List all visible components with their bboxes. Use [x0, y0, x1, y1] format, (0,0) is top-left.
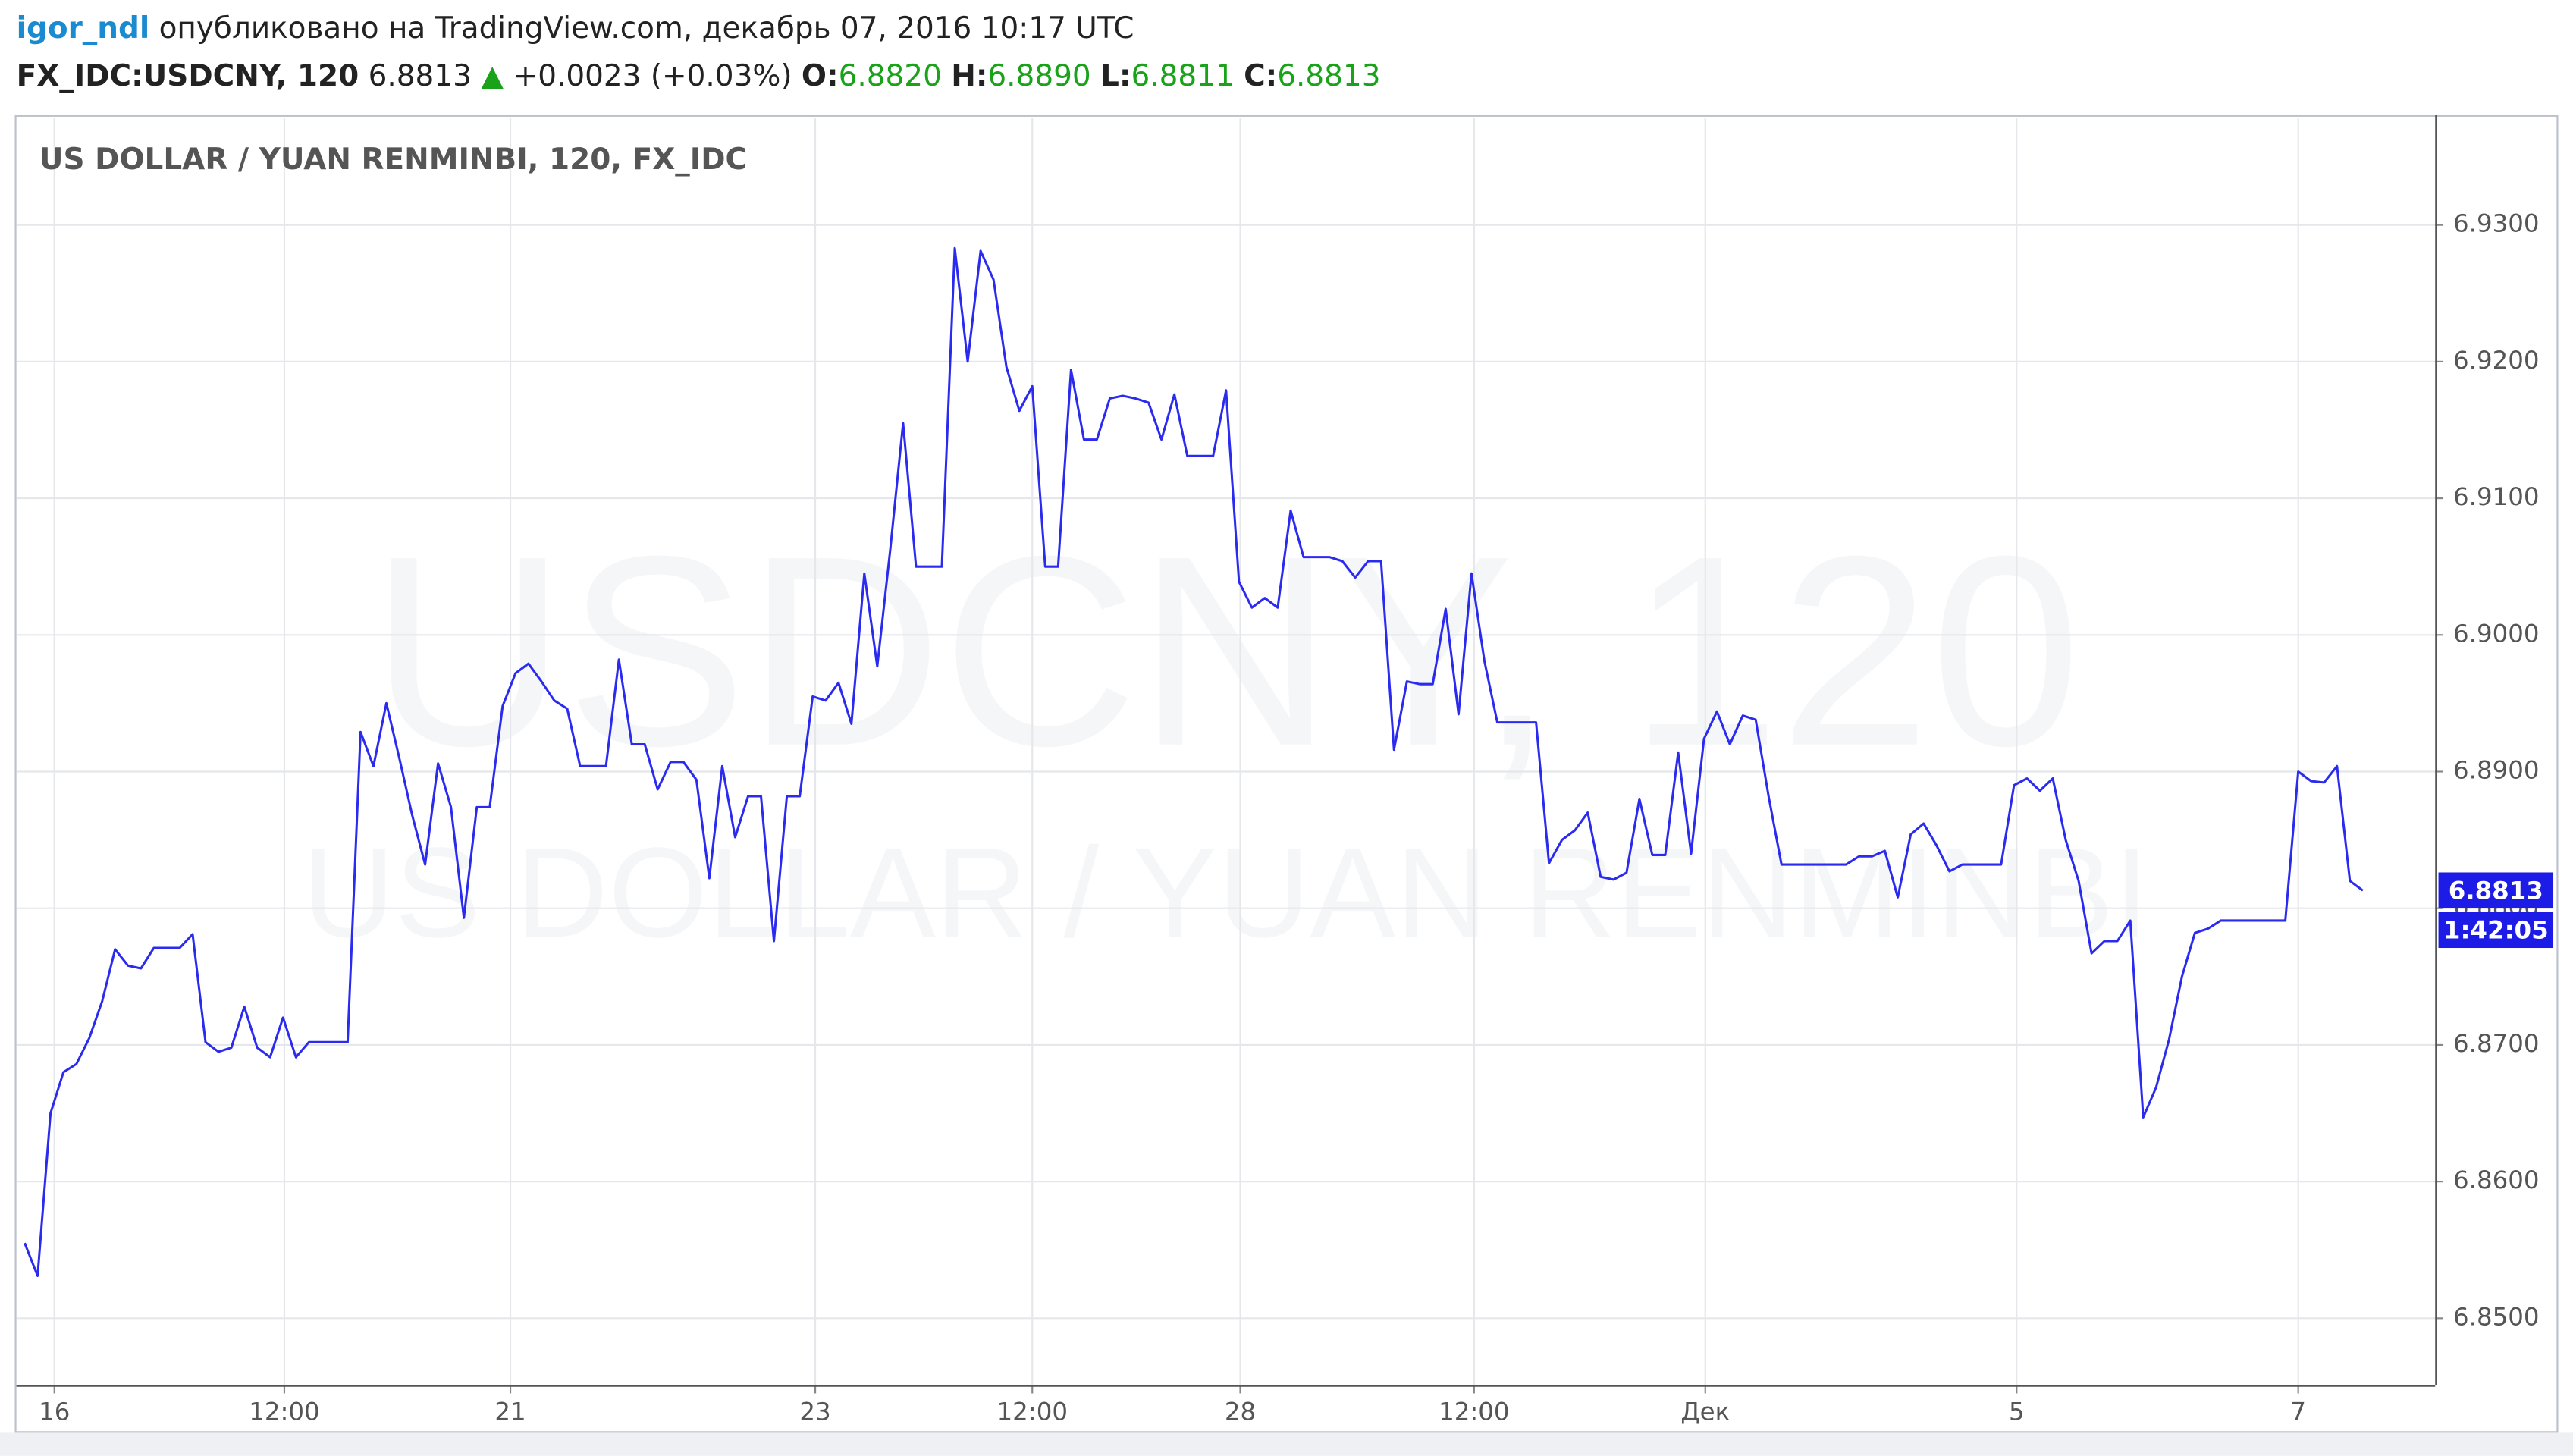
x-tick-label: 12:00	[1439, 1397, 1509, 1426]
change-arrow: ▲	[481, 59, 504, 93]
x-tick-label: 12:00	[249, 1397, 319, 1426]
x-tick-label: 5	[2009, 1397, 2025, 1426]
x-tick-label: 23	[799, 1397, 830, 1426]
countdown-box	[2438, 912, 2554, 949]
x-tick-label: 7	[2290, 1397, 2306, 1426]
low-label: L:	[1100, 59, 1131, 93]
last-price-label: 6.8813	[2449, 876, 2543, 905]
open-label: O:	[802, 59, 839, 93]
y-tick-label: 6.8900	[2453, 756, 2540, 785]
x-tick-label: 21	[494, 1397, 526, 1426]
price-line	[24, 246, 2364, 1277]
chart: USDCNY, 120 US DOLLAR / YUAN RENMINBI 6.85…	[16, 115, 2554, 1426]
watermark-subtitle: US DOLLAR / YUAN RENMINBI	[303, 821, 2149, 964]
high-label: H:	[951, 59, 987, 93]
published-info: опубликовано на TradingView.com, декабрь…	[159, 11, 1134, 46]
y-tick-label: 6.9200	[2453, 346, 2540, 375]
watermark: USDCNY, 120	[371, 500, 2082, 802]
footer-strip	[0, 1432, 2573, 1456]
chart-title: US DOLLAR / YUAN RENMINBI, 120, FX_IDC	[39, 143, 747, 177]
x-tick-label: 28	[1225, 1397, 1256, 1426]
publish-line: igor_ndl опубликовано на TradingView.com…	[17, 11, 1134, 46]
open-value: 6.8820	[839, 59, 942, 93]
y-tick-label: 6.9000	[2453, 619, 2540, 648]
quote-line: FX_IDC:USDCNY, 120 6.8813 ▲ +0.0023 (+0.…	[17, 59, 1381, 93]
x-tick-label: 16	[39, 1397, 70, 1426]
y-tick-label: 6.9300	[2453, 209, 2540, 238]
high-value: 6.8890	[987, 59, 1090, 93]
countdown: 1:42:05	[2443, 915, 2549, 944]
x-tick-label: 12:00	[997, 1397, 1068, 1426]
low-value: 6.8811	[1131, 59, 1234, 93]
y-tick-label: 6.8500	[2453, 1302, 2540, 1331]
close-value: 6.8813	[1277, 59, 1380, 93]
last-price: 6.8813	[369, 59, 472, 93]
author-link[interactable]: igor_ndl	[17, 11, 150, 46]
y-tick-label: 6.8700	[2453, 1029, 2540, 1058]
chart-frame	[14, 115, 2559, 1433]
symbol: FX_IDC:USDCNY, 120	[17, 59, 359, 93]
close-label: C:	[1244, 59, 1277, 93]
change: +0.0023 (+0.03%)	[513, 59, 792, 93]
y-tick-label: 6.8600	[2453, 1166, 2540, 1194]
y-tick-label: 6.9100	[2453, 482, 2540, 511]
last-price-box	[2438, 872, 2554, 909]
x-tick-label: Дек	[1680, 1397, 1730, 1426]
